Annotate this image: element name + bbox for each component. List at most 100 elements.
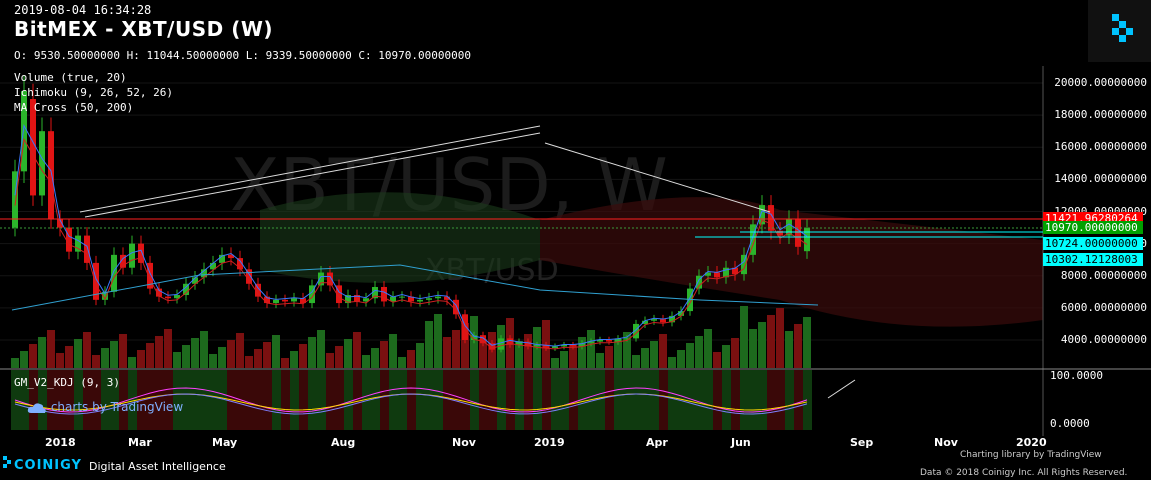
time-tick: Mar [128,436,152,449]
candle-body [651,319,657,321]
kdj-band [722,370,731,430]
candle-body [723,267,729,278]
candle-body [741,254,747,275]
candle-body [480,335,486,344]
volume-bar [299,344,307,368]
kdj-band [533,370,542,430]
volume-bar [164,329,172,368]
kdj-band [443,370,452,430]
candle-body [696,275,702,289]
volume-bar [218,347,226,368]
candle-body [390,296,396,302]
volume-bar [326,353,334,368]
candle-body [39,131,45,196]
candle-body [327,272,333,286]
kdj-band [785,370,794,430]
kdj-band [56,370,65,430]
volume-bar [308,337,316,368]
coinigy-mark-icon [3,456,11,468]
kdj-band [578,370,587,430]
candle-body [633,323,639,339]
price-tag: 10302.12128003 [1043,253,1143,266]
price-tick: 18000.00000000 [1054,108,1147,122]
candle-body [759,205,765,225]
indicator-volume[interactable]: Volume (true, 20) [14,71,127,84]
candle-body [93,262,99,300]
candle-body [21,91,27,172]
volume-bar [695,336,703,368]
candle-body [228,254,234,259]
kdj-band [209,370,218,430]
price-tick: 20000.00000000 [1054,76,1147,89]
candle-body [57,219,63,228]
volume-bar [623,332,631,368]
candle-body [579,343,585,347]
candle-body [309,285,315,304]
volume-bar [245,356,253,368]
price-tick: 6000.00000000 [1060,300,1147,314]
volume-bar [47,330,55,368]
volume-bar [173,352,181,368]
cloud-icon [27,402,46,413]
kdj-band [695,370,704,430]
candle-body [543,344,549,349]
kdj-band [416,370,425,430]
volume-bar [11,358,19,368]
candle-body [750,224,756,255]
volume-bar [722,345,730,368]
kdj-band [218,370,227,430]
candle-body [417,299,423,302]
volume-bar [272,335,280,368]
candle-body [552,346,558,349]
kdj-band [191,370,200,430]
kdj-band [164,370,173,430]
volume-bar [587,330,595,368]
candle-body [138,243,144,263]
candles [12,75,810,353]
candle-body [300,298,306,304]
kdj-band [146,370,155,430]
tradingview-badge[interactable]: charts by TradingView [27,400,183,414]
kdj-band [596,370,605,430]
kdj-band [335,370,344,430]
candle-body [615,338,621,342]
kdj-band [686,370,695,430]
ma-50 [11,264,819,311]
candle-body [174,295,180,299]
volume-bar [560,351,568,368]
kdj-band [83,370,92,430]
volume-bar [263,342,271,368]
kdj-band [74,370,83,430]
candle-body [273,299,279,304]
indicator-ma-cross[interactable]: MA Cross (50, 200) [14,101,134,114]
time-tick: Apr [646,436,668,449]
volume-bar [614,339,622,368]
kdj-band [560,370,569,430]
candle-body [597,340,603,342]
volume-bar [110,341,118,368]
candle-body [372,286,378,299]
candle-body [84,235,90,263]
kdj-band [290,370,299,430]
volume-bar [677,350,685,368]
volume-bar [515,341,523,368]
kdj-band [128,370,137,430]
indicator-ichimoku[interactable]: Ichimoku (9, 26, 52, 26) [14,86,173,99]
volume-bar [182,345,190,368]
kdj-band [749,370,758,430]
brand-name[interactable]: COINIGY [14,458,82,473]
subpane-label[interactable]: GM_V2_KDJ (9, 3) [14,376,120,389]
candle-body [255,283,261,297]
kdj-pane [11,370,812,430]
time-tick: Nov [452,436,476,449]
timestamp: 2019-08-04 16:34:28 [14,3,152,17]
kdj-band [155,370,164,430]
candle-body [381,286,387,302]
kdj-band [281,370,290,430]
coinigy-logo-icon [1088,0,1151,62]
volume-bar [56,353,64,368]
price-tick: 14000.00000000 [1054,172,1147,186]
kdj-band [380,370,389,430]
volume-bar [290,351,298,368]
